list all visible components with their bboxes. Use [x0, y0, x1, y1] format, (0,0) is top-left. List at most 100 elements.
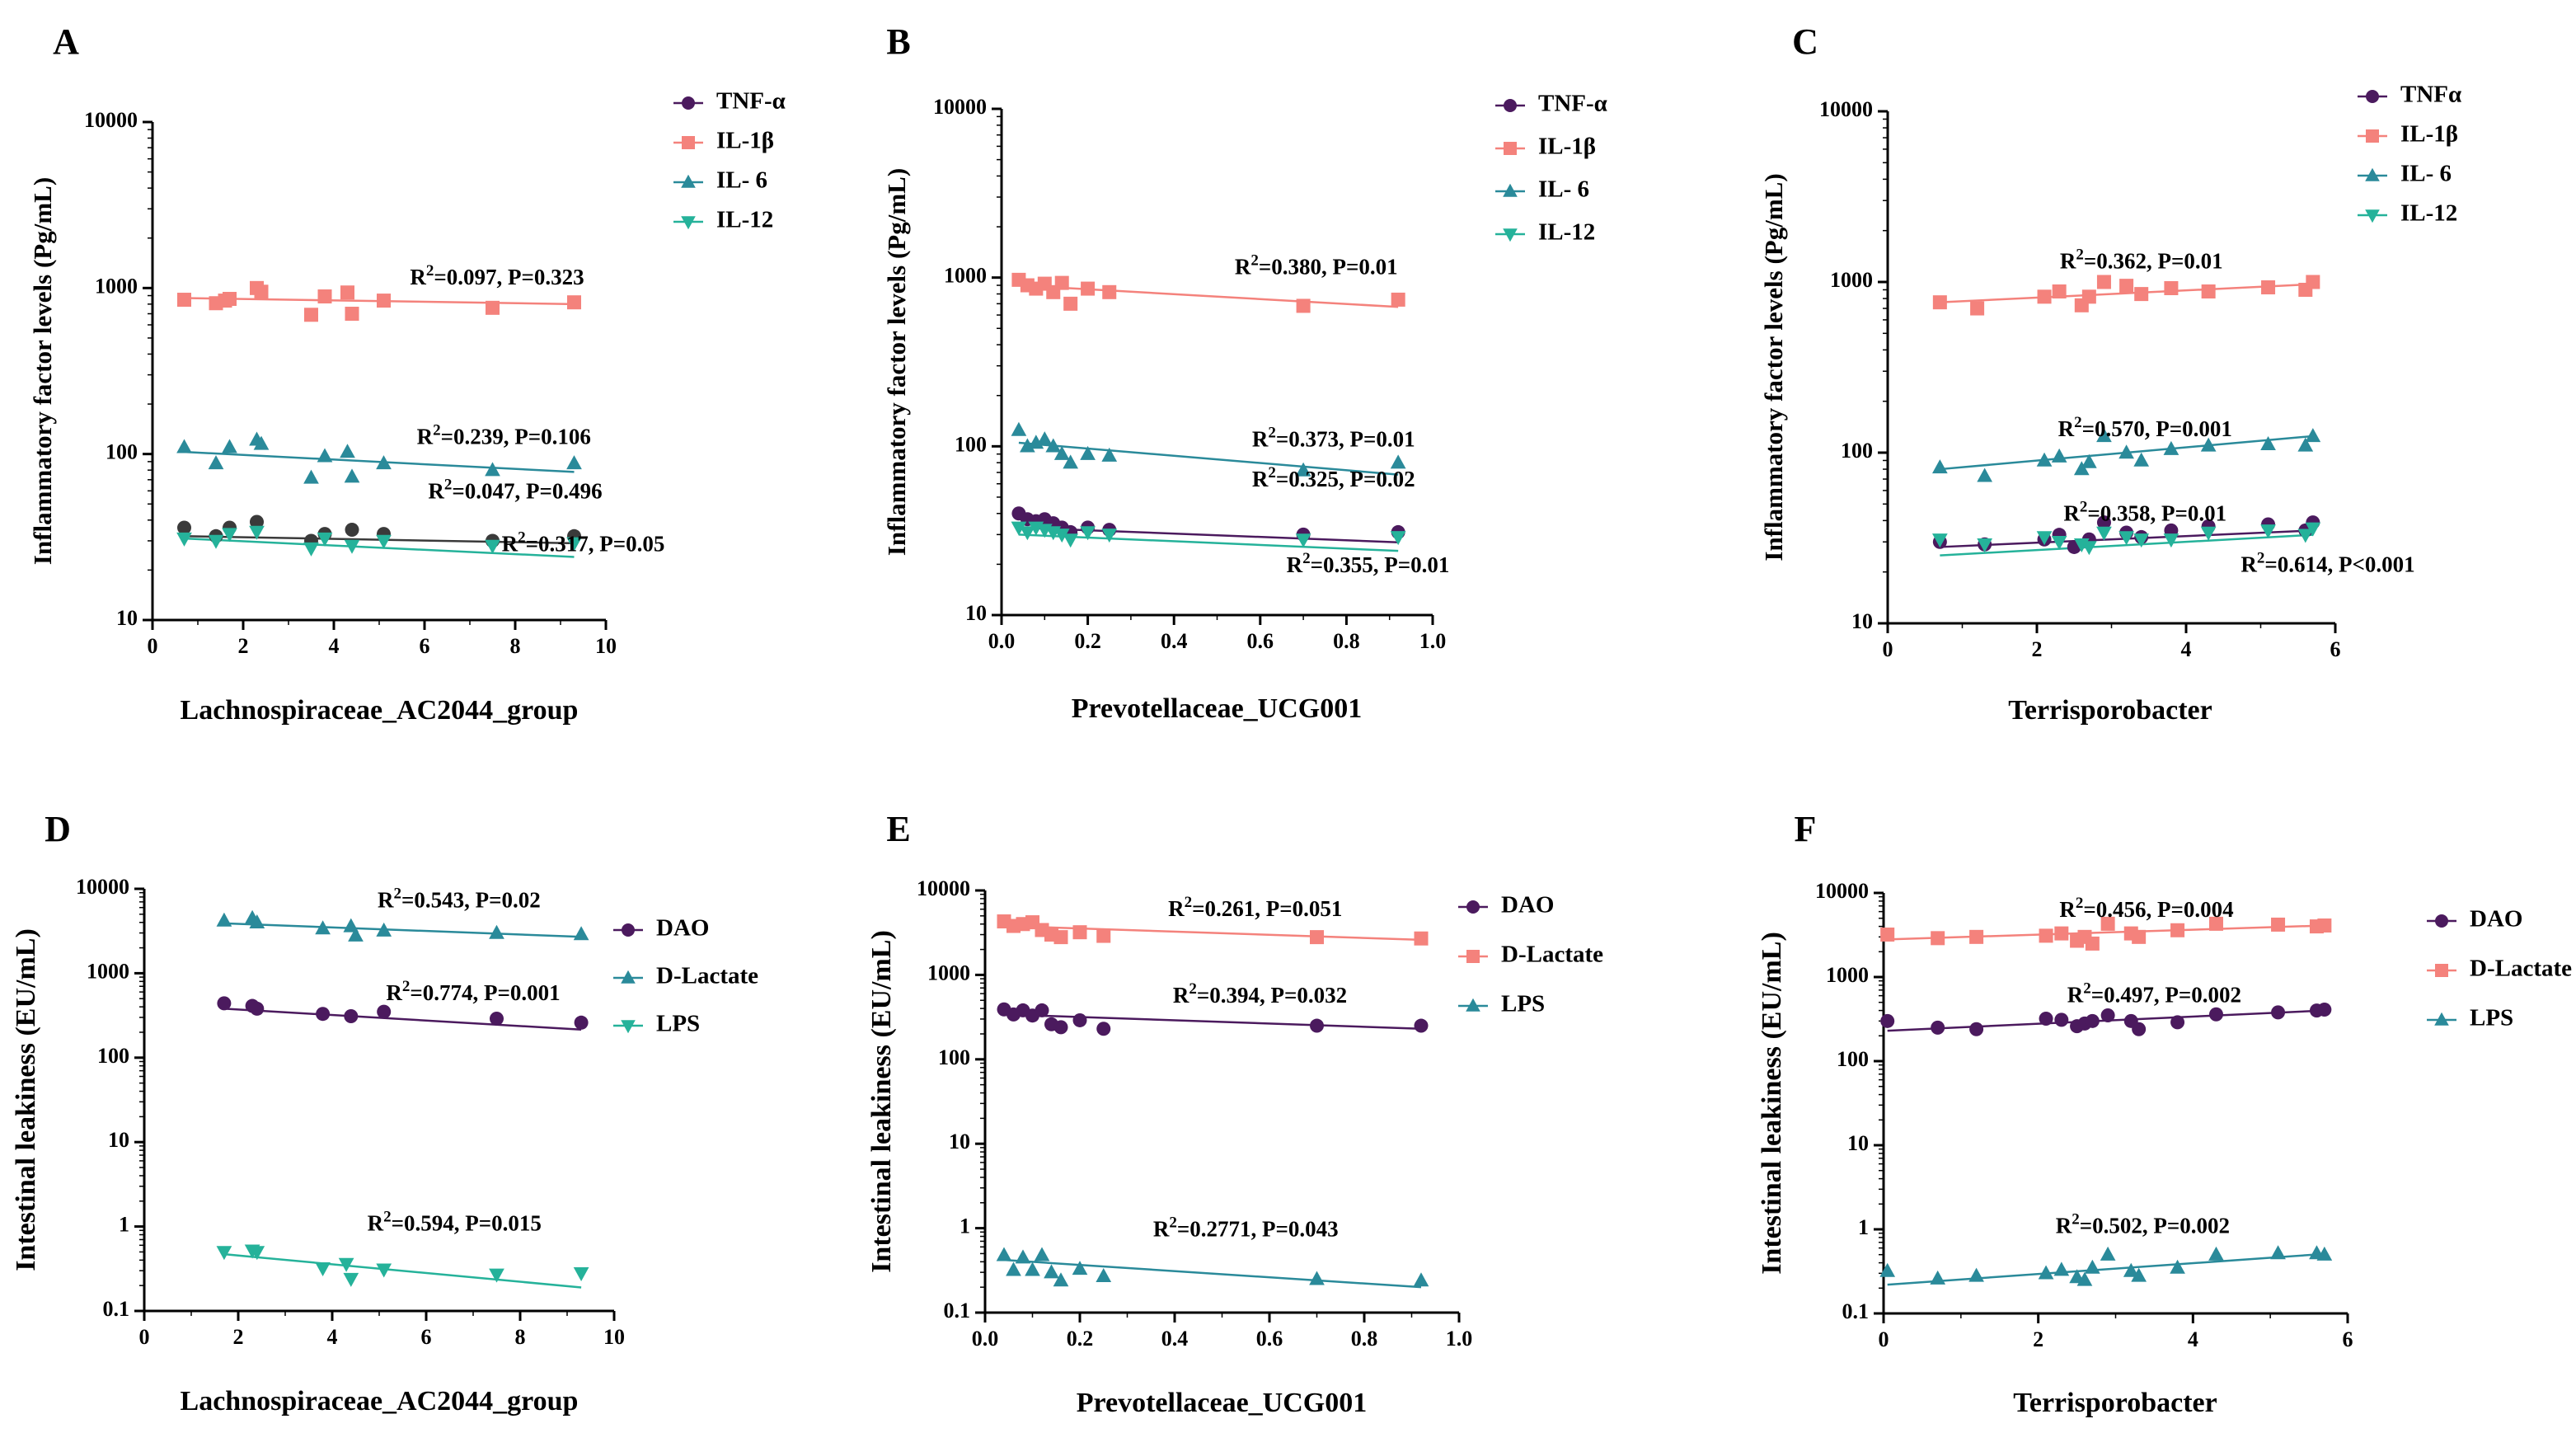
fit-line: [1018, 533, 1399, 552]
data-point: [566, 455, 582, 470]
y-axis-title: Intestinal leakiness (EU/mL): [866, 930, 897, 1273]
x-tick-label: 10: [603, 1325, 625, 1349]
legend-label: IL-1β: [716, 128, 774, 154]
y-tick-label: 0.1: [103, 1297, 130, 1321]
data-point: [343, 918, 359, 933]
data-point: [2271, 1005, 2286, 1020]
data-point: [1880, 927, 1895, 942]
data-point: [315, 920, 331, 935]
y-tick-label: 0.1: [944, 1299, 971, 1323]
data-point: [1072, 925, 1087, 940]
data-point: [2100, 916, 2115, 931]
panel-b: B 10 100 1000 10000 0.0 0.2 0.4 0.6 0.8 1.0 Prevote…: [882, 21, 1607, 724]
data-point: [1053, 1020, 1068, 1035]
data-point: [2051, 536, 2067, 551]
data-point: [222, 528, 237, 543]
data-point: [249, 1246, 265, 1261]
legend-marker: [2435, 914, 2448, 928]
data-point: [2096, 275, 2111, 289]
legend-marker: [621, 970, 636, 984]
data-point: [573, 926, 589, 941]
data-point: [485, 462, 500, 477]
data-point: [486, 300, 500, 315]
x-tick-label: 0.0: [988, 629, 1016, 653]
data-point: [2085, 1013, 2100, 1028]
data-point: [222, 439, 237, 453]
panel-a: A 10 100 1000 10000 0 2 4 6 8 10 Lachnospiraceae_AC…: [28, 21, 786, 726]
data-point: [1102, 284, 1117, 299]
panel-label: D: [45, 809, 71, 849]
x-tick-label: 0.4: [1161, 1327, 1189, 1351]
y-tick-label: 100: [106, 440, 138, 464]
data-point: [2073, 461, 2090, 476]
data-point: [253, 435, 270, 450]
data-point: [1391, 292, 1405, 307]
data-point: [1053, 930, 1068, 945]
x-tick-label: 0.0: [972, 1327, 999, 1351]
fit-line: [223, 1008, 582, 1031]
data-point: [2119, 531, 2134, 546]
data-point: [485, 539, 500, 554]
data-point: [1034, 1247, 1050, 1261]
data-point: [567, 295, 581, 310]
data-point: [217, 996, 232, 1011]
data-point: [249, 525, 265, 540]
regression-annotation: R2=0.239, P=0.106: [417, 421, 591, 449]
legend-marker: [1504, 142, 1517, 155]
data-point: [1081, 281, 1096, 296]
data-point: [216, 912, 232, 927]
data-point: [376, 922, 392, 937]
data-point: [177, 293, 191, 308]
x-tick-label: 0: [1879, 1327, 1889, 1351]
y-axis-title: Inflammatory factor levels (Pg/mL): [28, 177, 57, 565]
data-point: [996, 1247, 1012, 1261]
data-point: [2132, 929, 2147, 944]
y-tick-label: 1000: [927, 961, 970, 984]
legend-marker: [1466, 950, 1480, 963]
data-point: [2201, 284, 2216, 298]
panel-label: C: [1792, 21, 1818, 62]
data-point: [317, 448, 333, 463]
data-point: [1310, 1018, 1324, 1033]
legend-marker: [1466, 900, 1480, 914]
data-point: [1025, 1261, 1040, 1276]
x-tick-label: 10: [595, 634, 617, 658]
data-point: [2119, 279, 2134, 294]
y-tick-label: 10: [949, 1130, 970, 1153]
fit-line: [1018, 441, 1399, 476]
legend-label: LPS: [656, 1011, 700, 1037]
data-point: [2170, 1259, 2185, 1274]
regression-annotation: R2=0.543, P=0.02: [378, 886, 541, 913]
data-point: [574, 1015, 589, 1030]
data-point: [344, 468, 360, 483]
regression-annotation: R2=0.047, P=0.496: [428, 477, 602, 504]
legend-marker: [1503, 228, 1518, 242]
data-point: [223, 292, 237, 307]
data-point: [1930, 1270, 1946, 1285]
data-point: [2163, 440, 2180, 455]
regression-annotation: R2=0.594, P=0.015: [368, 1208, 542, 1235]
regression-annotation: R2=0.317, P=0.05: [502, 529, 665, 556]
data-point: [216, 1246, 232, 1261]
data-point: [489, 1268, 504, 1283]
x-axis-title: Terrisporobacter: [2013, 1388, 2217, 1418]
data-point: [1053, 1272, 1069, 1287]
data-point: [208, 534, 224, 549]
panel-label: B: [886, 21, 910, 62]
legend-label: DAO: [2470, 906, 2522, 933]
data-point: [1101, 447, 1118, 462]
regression-annotation: R2=0.358, P=0.01: [2063, 498, 2226, 525]
data-point: [176, 439, 192, 453]
y-axis-title: Inflammatory factor levels (Pg/mL): [1759, 173, 1788, 561]
data-point: [2305, 522, 2321, 537]
data-point: [177, 520, 191, 535]
data-point: [1015, 1249, 1031, 1264]
legend-marker: [2434, 1012, 2449, 1026]
data-point: [1309, 1271, 1325, 1285]
regression-annotation: R2=0.373, P=0.01: [1252, 424, 1415, 451]
data-point: [345, 522, 359, 537]
legend-marker: [681, 174, 696, 188]
y-tick-label: 100: [1841, 439, 1873, 463]
x-tick-label: 2: [2033, 1327, 2043, 1351]
x-tick-label: 0.8: [1351, 1327, 1378, 1351]
